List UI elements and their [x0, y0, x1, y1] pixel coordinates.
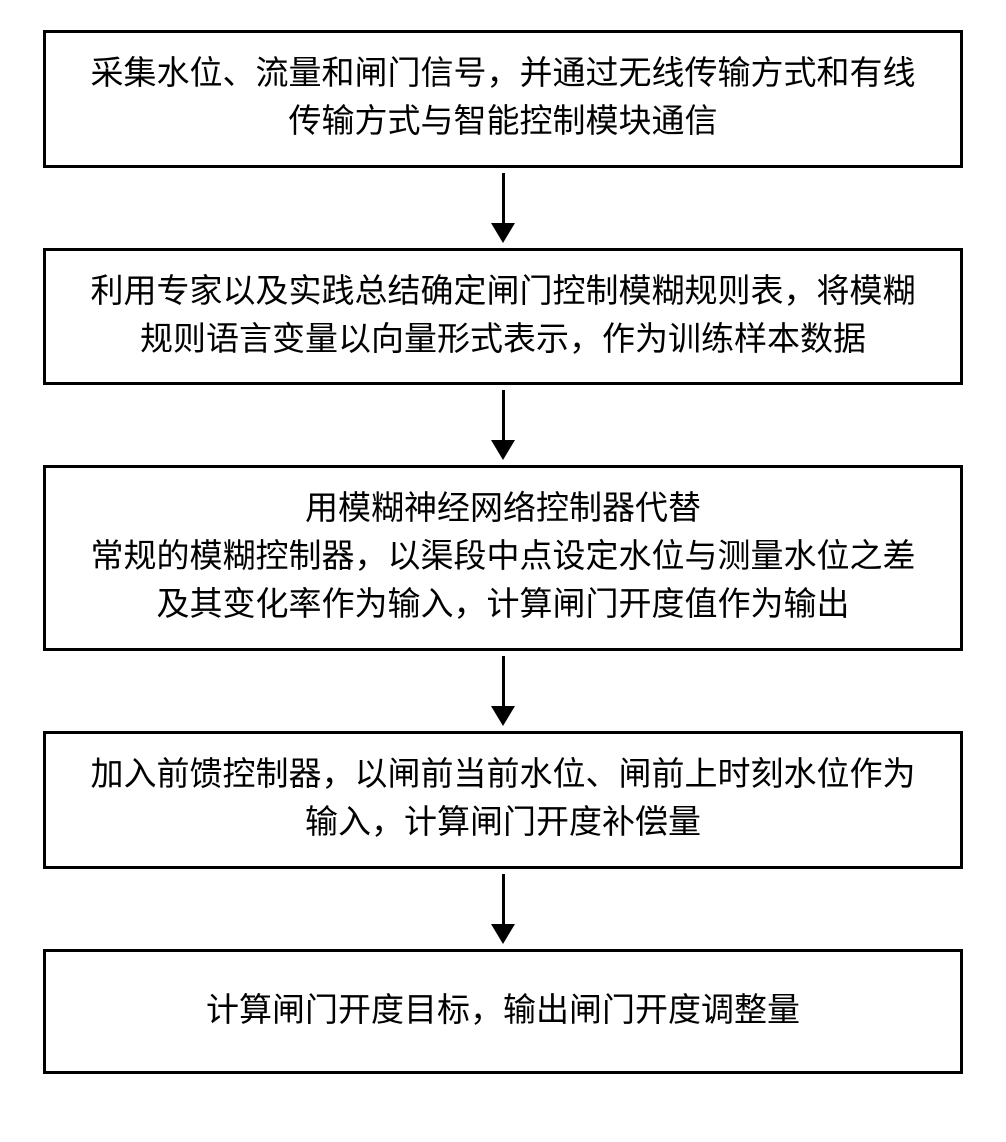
arrow-line: [502, 874, 505, 924]
step-4-text: 加入前馈控制器，以闸前当前水位、闸前上时刻水位作为 输入，计算闸门开度补偿量: [91, 752, 916, 848]
arrow-head-icon: [491, 440, 515, 460]
arrow-head-icon: [491, 706, 515, 726]
flowchart-step-2: 利用专家以及实践总结确定闸门控制模糊规则表，将模糊 规则语言变量以向量形式表示，…: [43, 248, 963, 386]
arrow-head-icon: [491, 223, 515, 243]
step-1-text: 采集水位、流量和闸门信号，并通过无线传输方式和有线 传输方式与智能控制模块通信: [91, 51, 916, 147]
step-5-text: 计算闸门开度目标，输出闸门开度调整量: [206, 988, 800, 1036]
arrow-1: [491, 168, 515, 248]
arrow-line: [502, 173, 505, 223]
step-3-text: 用模糊神经网络控制器代替 常规的模糊控制器，以渠段中点设定水位与测量水位之差 及…: [91, 486, 916, 630]
arrow-4: [491, 869, 515, 949]
flowchart-step-4: 加入前馈控制器，以闸前当前水位、闸前上时刻水位作为 输入，计算闸门开度补偿量: [43, 731, 963, 869]
arrow-line: [502, 656, 505, 706]
arrow-3: [491, 651, 515, 731]
flowchart-step-1: 采集水位、流量和闸门信号，并通过无线传输方式和有线 传输方式与智能控制模块通信: [43, 30, 963, 168]
flowchart-step-5: 计算闸门开度目标，输出闸门开度调整量: [43, 949, 963, 1075]
arrow-2: [491, 385, 515, 465]
flowchart-step-3: 用模糊神经网络控制器代替 常规的模糊控制器，以渠段中点设定水位与测量水位之差 及…: [43, 465, 963, 651]
step-2-text: 利用专家以及实践总结确定闸门控制模糊规则表，将模糊 规则语言变量以向量形式表示，…: [91, 269, 916, 365]
arrow-head-icon: [491, 924, 515, 944]
flowchart-container: 采集水位、流量和闸门信号，并通过无线传输方式和有线 传输方式与智能控制模块通信 …: [40, 30, 966, 1074]
arrow-line: [502, 390, 505, 440]
